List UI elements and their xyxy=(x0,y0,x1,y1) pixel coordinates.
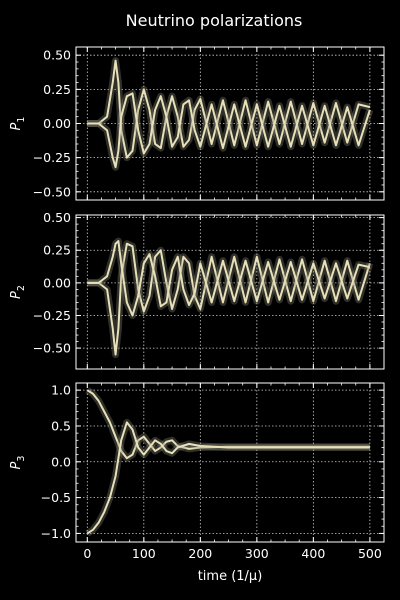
x-tick-label: 500 xyxy=(358,546,382,561)
axes-frame xyxy=(75,382,385,543)
y-tick-label: 0.25 xyxy=(43,82,71,97)
x-tick-label: 100 xyxy=(132,546,156,561)
y-tick-label: −0.25 xyxy=(33,150,71,165)
y-tick-label: 0.00 xyxy=(43,275,71,290)
y-tick-label: −0.50 xyxy=(33,341,71,356)
y-tick-label: 0.5 xyxy=(51,418,71,433)
y-tick-label: −0.25 xyxy=(33,308,71,323)
panel-1: −0.50 −0.25 0.00 0.25 0.50 P1 xyxy=(9,46,385,201)
x-tick-label: 200 xyxy=(188,546,212,561)
series-line-2 xyxy=(87,92,371,169)
x-tick-label: 400 xyxy=(301,546,325,561)
y-tick-label: 0.00 xyxy=(43,116,71,131)
y-tick-label: 0.25 xyxy=(43,243,71,258)
panel-2: −0.50 −0.25 0.00 0.25 0.50 P2 xyxy=(9,210,385,370)
ensemble-band xyxy=(85,418,370,537)
y-axis-label: P2 xyxy=(9,285,27,299)
x-axis-label: time (1/μ) xyxy=(198,569,263,584)
x-tick-label: 0 xyxy=(83,546,91,561)
y-axis-label-symbol: P xyxy=(9,291,24,299)
series-line-2 xyxy=(86,421,370,535)
series-group xyxy=(87,57,374,171)
axes-frame xyxy=(75,214,385,370)
x-tick-label: 300 xyxy=(245,546,269,561)
y-tick-label: −0.5 xyxy=(41,490,71,505)
panel-3: −1.0 −0.5 0.0 0.5 1.0 P3 0 100 200 300 400 500 xyxy=(9,382,385,561)
y-axis-label-subscript: 3 xyxy=(16,456,27,462)
y-axis-label-symbol: P xyxy=(9,461,24,469)
series-line-1 xyxy=(87,242,371,356)
y-axis-label-symbol: P xyxy=(9,122,24,130)
y-tick-label: −1.0 xyxy=(41,526,71,541)
y-tick-label: 0.50 xyxy=(43,48,71,63)
y-axis-label-subscript: 2 xyxy=(16,285,27,291)
series-group xyxy=(85,387,370,537)
series-group xyxy=(87,237,374,359)
y-tick-label: 0.0 xyxy=(51,454,71,469)
y-axis-label-subscript: 1 xyxy=(16,117,27,123)
y-tick-label: −0.50 xyxy=(33,184,71,199)
y-tick-label: 1.0 xyxy=(51,383,71,398)
chart-title: Neutrino polarizations xyxy=(126,11,303,30)
y-axis-label: P1 xyxy=(9,117,27,131)
y-tick-label: 0.50 xyxy=(43,210,71,225)
y-axis-label: P3 xyxy=(9,456,27,470)
series-line-2 xyxy=(87,240,371,317)
